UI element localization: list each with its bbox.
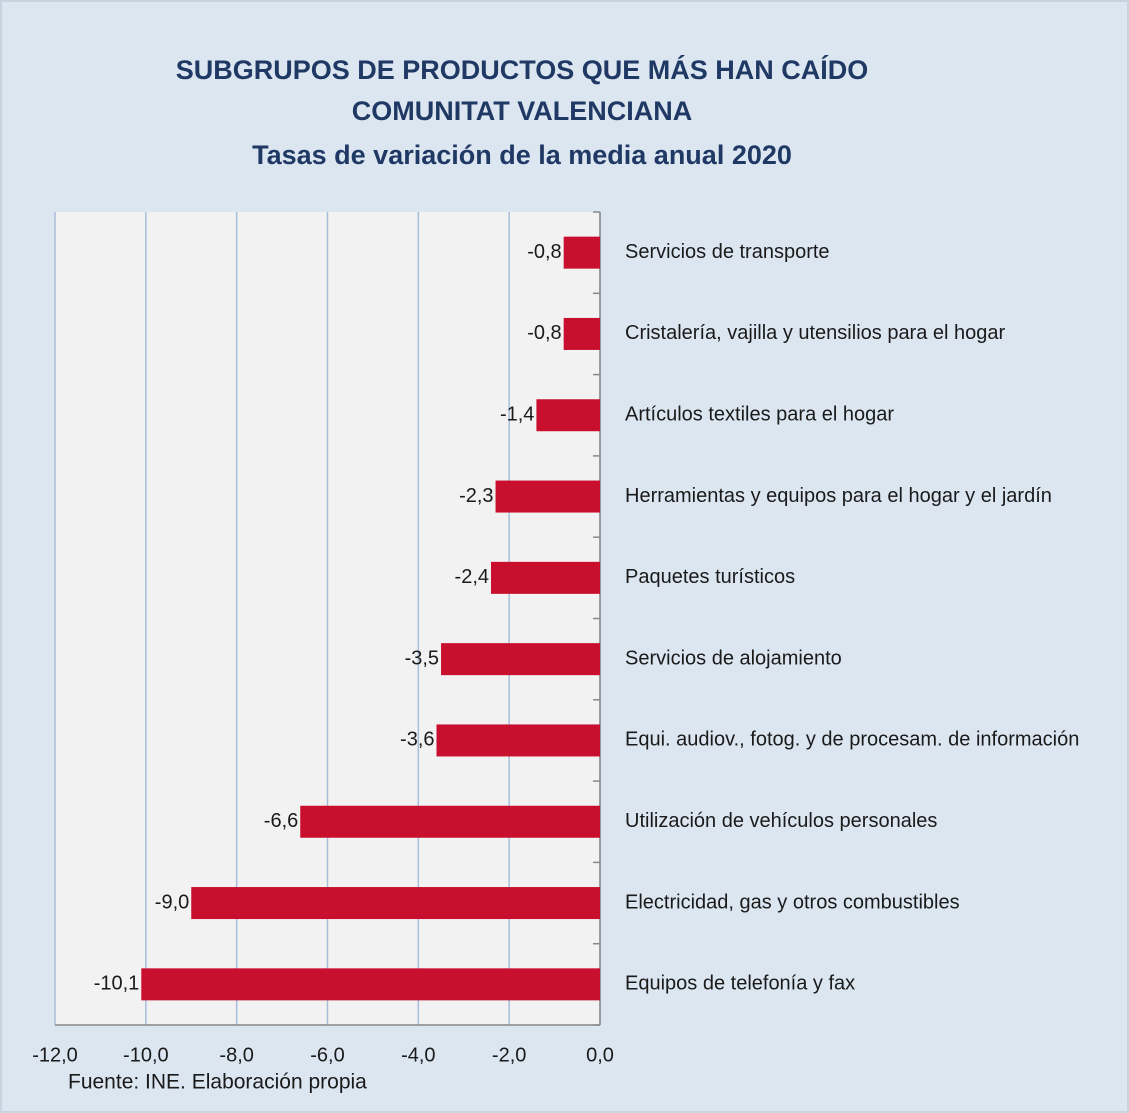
x-tick-label: -2,0	[492, 1044, 526, 1066]
data-label: -1,4	[500, 404, 534, 426]
bar	[436, 724, 600, 757]
data-label: -3,5	[405, 647, 439, 669]
y-tick-label: Utilización de vehículos personales	[625, 810, 937, 832]
data-label: -2,4	[455, 566, 489, 588]
y-tick-label: Paquetes turísticos	[625, 566, 795, 588]
y-tick-label: Herramientas y equipos para el hogar y e…	[625, 485, 1052, 507]
x-tick-label: -12,0	[32, 1044, 78, 1066]
bar	[441, 643, 600, 676]
y-tick-label: Cristalería, vajilla y utensilios para e…	[625, 322, 1006, 344]
y-tick-label: Servicios de transporte	[625, 241, 830, 263]
bar	[491, 561, 600, 594]
x-tick-label: -6,0	[310, 1044, 344, 1066]
bar	[495, 480, 600, 513]
data-label: -2,3	[459, 485, 493, 507]
bar	[191, 887, 600, 920]
y-tick-label: Electricidad, gas y otros combustibles	[625, 891, 960, 913]
y-tick-label: Artículos textiles para el hogar	[625, 404, 894, 426]
data-label: -10,1	[94, 973, 140, 995]
chart-title: SUBGRUPOS DE PRODUCTOS QUE MÁS HAN CAÍDO	[176, 54, 869, 85]
data-label: -6,6	[264, 810, 298, 832]
x-tick-label: 0,0	[586, 1044, 614, 1066]
data-label: -0,8	[527, 241, 561, 263]
bar	[563, 236, 600, 269]
y-tick-label: Servicios de alojamiento	[625, 647, 842, 669]
bar	[536, 399, 600, 432]
x-tick-label: -4,0	[401, 1044, 435, 1066]
data-label: -9,0	[155, 891, 189, 913]
y-tick-label: Equipos de telefonía y fax	[625, 973, 855, 995]
x-tick-label: -10,0	[123, 1044, 169, 1066]
bar	[563, 317, 600, 350]
x-tick-label: -8,0	[219, 1044, 253, 1066]
source-note: Fuente: INE. Elaboración propia	[68, 1071, 367, 1094]
y-tick-label: Equi. audiov., fotog. y de procesam. de …	[625, 729, 1079, 751]
chart-subtitle: Tasas de variación de la media anual 202…	[252, 140, 792, 170]
chart-title: COMUNITAT VALENCIANA	[352, 96, 692, 126]
data-label: -0,8	[527, 322, 561, 344]
data-label: -3,6	[400, 729, 434, 751]
bar	[300, 805, 600, 838]
bar	[141, 968, 600, 1001]
